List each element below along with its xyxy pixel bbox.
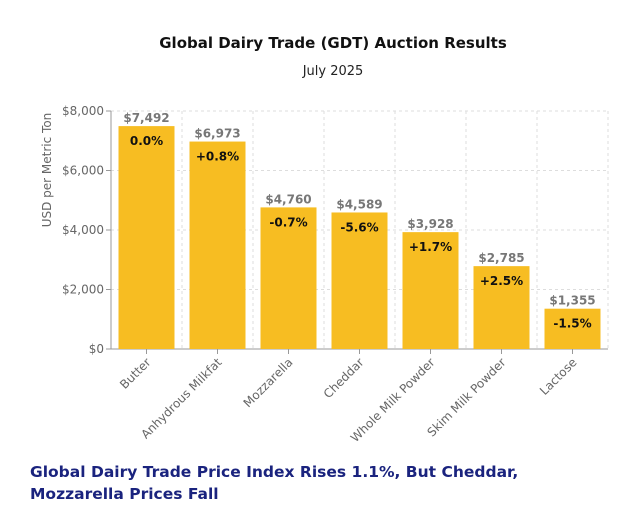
- bar-value-label: $4,589: [336, 197, 382, 211]
- y-tick-label: $0: [89, 342, 104, 356]
- y-axis-label: USD per Metric Ton: [40, 113, 54, 228]
- dairy-price-bar-chart: Global Dairy Trade (GDT) Auction Results…: [40, 34, 609, 445]
- x-tick-label: Lactose: [537, 355, 580, 398]
- bar-value-label: $2,785: [478, 251, 524, 265]
- bar-lactose[interactable]: [544, 308, 601, 349]
- bar-change-label: -0.7%: [269, 215, 307, 229]
- bar-change-label: +1.7%: [409, 240, 452, 254]
- bar-butter[interactable]: [118, 126, 175, 349]
- bar-change-label: 0.0%: [130, 134, 163, 148]
- bar-value-label: $1,355: [549, 294, 595, 308]
- x-tick-label: Cheddar: [321, 355, 367, 401]
- bar-value-label: $6,973: [194, 127, 240, 141]
- bar-mozzarella[interactable]: [260, 207, 317, 349]
- bar-change-label: -5.6%: [340, 220, 378, 234]
- news-headline[interactable]: Global Dairy Trade Price Index Rises 1.1…: [30, 463, 519, 503]
- bar-change-label: +0.8%: [196, 150, 239, 164]
- bar-whole-milk-powder[interactable]: [402, 232, 459, 349]
- bars: [118, 126, 601, 349]
- x-tick-label: Anhydrous Milkfat: [138, 355, 225, 442]
- bar-skim-milk-powder[interactable]: [473, 266, 530, 349]
- bar-change-label: +2.5%: [480, 274, 523, 288]
- y-tick-label: $4,000: [62, 223, 104, 237]
- x-tick-label: Butter: [117, 355, 154, 392]
- chart-subtitle: July 2025: [302, 64, 364, 79]
- bar-value-label: $3,928: [407, 217, 453, 231]
- x-tick-label: Mozzarella: [241, 355, 296, 410]
- bar-value-label: $7,492: [123, 111, 169, 125]
- y-tick-label: $2,000: [62, 283, 104, 297]
- bar-anhydrous-milkfat[interactable]: [189, 141, 246, 349]
- bar-cheddar[interactable]: [331, 212, 388, 349]
- bar-value-label: $4,760: [265, 192, 311, 206]
- x-tick-label: Skim Milk Powder: [424, 355, 508, 439]
- bar-change-label: -1.5%: [553, 317, 591, 331]
- y-tick-label: $6,000: [62, 164, 104, 178]
- chart-title: Global Dairy Trade (GDT) Auction Results: [159, 34, 507, 52]
- y-tick-label: $8,000: [62, 104, 104, 118]
